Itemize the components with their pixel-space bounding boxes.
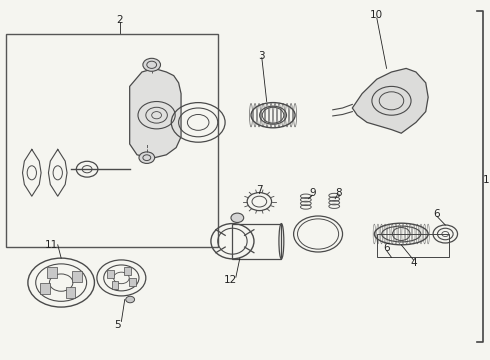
Bar	[124, 267, 131, 275]
Circle shape	[126, 296, 135, 303]
Bar	[129, 278, 136, 286]
Polygon shape	[352, 68, 428, 133]
Circle shape	[143, 58, 161, 71]
Text: 6: 6	[383, 243, 390, 253]
Polygon shape	[130, 68, 181, 158]
Circle shape	[139, 152, 155, 163]
Text: 10: 10	[370, 10, 383, 20]
Circle shape	[231, 213, 244, 222]
Text: 6: 6	[434, 209, 441, 219]
Bar	[6, 34, 218, 247]
Bar	[112, 281, 119, 289]
Bar	[232, 224, 281, 259]
Text: 1: 1	[483, 175, 489, 185]
Text: 4: 4	[410, 258, 417, 268]
Text: 3: 3	[259, 51, 265, 61]
Bar	[40, 283, 50, 294]
Bar	[66, 287, 75, 298]
Text: 7: 7	[256, 185, 263, 195]
Text: 2: 2	[117, 15, 123, 25]
Text: 12: 12	[223, 275, 237, 285]
Text: 11: 11	[45, 240, 58, 250]
Text: 8: 8	[335, 188, 342, 198]
Text: 5: 5	[114, 320, 121, 330]
Bar	[107, 270, 114, 278]
Bar	[377, 234, 449, 257]
Text: 9: 9	[310, 188, 317, 198]
Bar	[73, 271, 82, 282]
Bar	[47, 267, 57, 278]
